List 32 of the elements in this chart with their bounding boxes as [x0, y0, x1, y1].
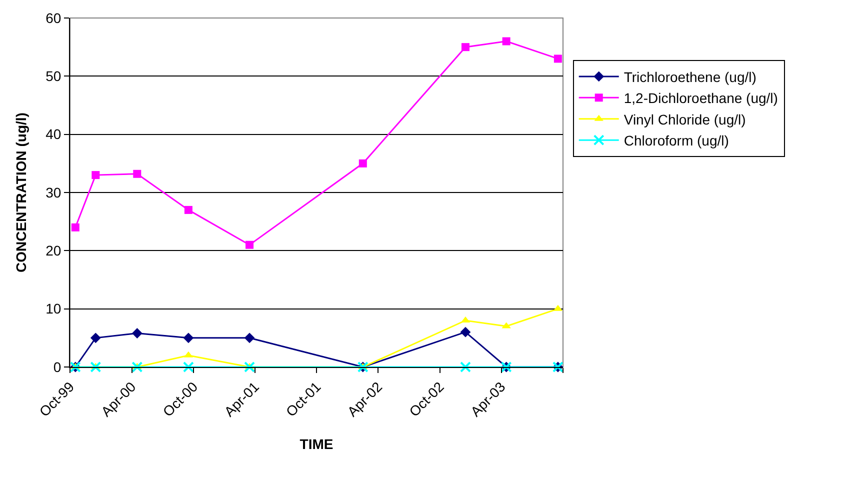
point [460, 326, 471, 338]
point [71, 223, 80, 232]
point [460, 362, 471, 372]
y-tick-label: 30 [46, 184, 62, 200]
point [244, 362, 256, 372]
point [92, 171, 100, 180]
legend-label: Vinyl Chloride (ug/l) [624, 111, 746, 128]
point [246, 240, 254, 249]
point [461, 43, 470, 52]
y-tick-label: 10 [46, 300, 62, 317]
legend-label: Chloroform (ug/l) [624, 132, 729, 149]
point [90, 332, 101, 344]
point [183, 332, 194, 344]
legend-label: 1,2-Dichloroethane (ug/l) [624, 90, 778, 106]
y-tick-label: 0 [53, 358, 62, 375]
point [132, 362, 143, 372]
point [502, 37, 510, 46]
point [90, 362, 102, 372]
y-tick-label: 50 [46, 68, 62, 84]
legend-label: Trichloroethene (ug/l) [624, 68, 756, 85]
point [182, 362, 194, 372]
y-tick-label: 20 [46, 242, 62, 259]
x-axis-title: TIME [300, 436, 334, 452]
y-tick-label: 60 [46, 10, 62, 26]
point [184, 206, 192, 214]
point [554, 54, 562, 63]
point [132, 328, 142, 338]
point [244, 332, 255, 344]
y-tick-label: 40 [46, 126, 62, 142]
point [133, 170, 142, 178]
point [358, 159, 367, 168]
y-axis-title: CONCENTRATION (ug/l) [13, 112, 30, 272]
